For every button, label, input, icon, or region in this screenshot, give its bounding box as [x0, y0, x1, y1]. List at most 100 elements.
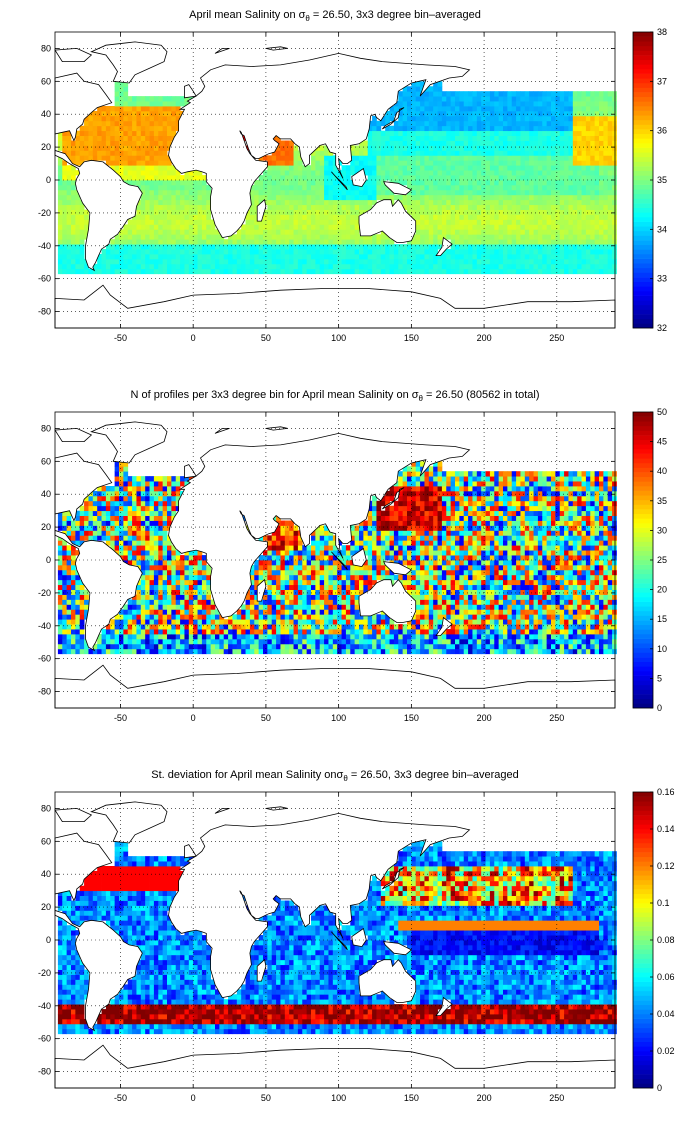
- heatmap-cell: [271, 180, 277, 186]
- heatmap-cell: [132, 481, 137, 487]
- heatmap-cell: [380, 140, 386, 146]
- heatmap-cell: [119, 500, 124, 507]
- heatmap-cell: [171, 569, 177, 576]
- heatmap-cell: [476, 204, 482, 210]
- heatmap-cell: [66, 634, 72, 640]
- heatmap-cell: [546, 160, 552, 166]
- heatmap-cell: [511, 224, 517, 230]
- colorbar-segment: [633, 272, 653, 278]
- heatmap-cell: [529, 150, 534, 156]
- heatmap-cell: [572, 214, 578, 220]
- heatmap-cell: [153, 555, 159, 561]
- heatmap-cell: [585, 150, 591, 156]
- heatmap-cell: [254, 184, 260, 191]
- heatmap-cell: [280, 619, 286, 625]
- heatmap-cell: [455, 120, 460, 127]
- heatmap-cell: [101, 490, 107, 497]
- heatmap-cell: [564, 115, 569, 122]
- heatmap-cell: [119, 550, 124, 556]
- heatmap-cell: [62, 540, 68, 546]
- heatmap-cell: [441, 106, 447, 112]
- heatmap-cell: [140, 268, 146, 275]
- heatmap-cell: [507, 170, 513, 176]
- heatmap-cell: [494, 268, 500, 275]
- heatmap-cell: [114, 125, 120, 132]
- heatmap-cell: [62, 219, 68, 225]
- heatmap-cell: [516, 204, 521, 210]
- heatmap-cell: [524, 175, 530, 181]
- heatmap-cell: [180, 619, 185, 625]
- heatmap-cell: [507, 160, 513, 166]
- heatmap-cell: [603, 239, 609, 245]
- heatmap-cell: [232, 634, 238, 640]
- heatmap-cell: [516, 165, 521, 171]
- heatmap-cell: [459, 180, 465, 186]
- heatmap-cell: [105, 106, 111, 112]
- heatmap-cell: [498, 140, 504, 146]
- heatmap-cell: [302, 194, 308, 201]
- heatmap-cell: [249, 564, 255, 571]
- heatmap-cell: [289, 268, 294, 275]
- heatmap-cell: [546, 155, 552, 161]
- heatmap-cell: [612, 140, 617, 146]
- heatmap-cell: [380, 234, 386, 240]
- heatmap-cell: [520, 170, 526, 176]
- heatmap-cell: [197, 219, 203, 225]
- heatmap-cell: [599, 189, 604, 196]
- heatmap-cell: [520, 115, 526, 122]
- heatmap-cell: [337, 204, 342, 210]
- heatmap-cell: [201, 619, 207, 625]
- heatmap-cell: [136, 175, 142, 181]
- heatmap-cell: [280, 589, 286, 595]
- heatmap-cell: [92, 648, 98, 655]
- heatmap-cell: [149, 634, 155, 640]
- heatmap-cell: [254, 584, 260, 590]
- heatmap-cell: [127, 604, 133, 610]
- heatmap-cell: [184, 229, 190, 235]
- heatmap-cell: [564, 254, 569, 260]
- heatmap-cell: [241, 268, 246, 275]
- heatmap-cell: [577, 263, 582, 270]
- heatmap-cell: [66, 520, 72, 526]
- heatmap-cell: [158, 614, 164, 620]
- heatmap-cell: [149, 579, 155, 586]
- colorbar-segment: [633, 189, 653, 195]
- heatmap-cell: [249, 569, 255, 576]
- colorbar-segment: [633, 309, 653, 315]
- heatmap-cell: [206, 204, 212, 210]
- heatmap-cell: [415, 155, 421, 161]
- heatmap-cell: [162, 214, 168, 220]
- heatmap-cell: [428, 165, 434, 171]
- heatmap-cell: [79, 634, 85, 640]
- heatmap-cell: [599, 130, 604, 136]
- heatmap-cell: [551, 106, 556, 112]
- heatmap-cell: [472, 229, 478, 235]
- heatmap-cell: [193, 564, 198, 571]
- heatmap-cell: [215, 229, 220, 235]
- heatmap-cell: [572, 96, 578, 102]
- heatmap-cell: [529, 175, 534, 181]
- heatmap-cell: [389, 106, 395, 112]
- heatmap-cell: [511, 199, 517, 206]
- heatmap-cell: [193, 268, 198, 275]
- heatmap-cell: [105, 525, 111, 531]
- heatmap-cell: [123, 110, 129, 117]
- heatmap-cell: [424, 239, 430, 245]
- heatmap-cell: [507, 204, 513, 210]
- heatmap-cell: [350, 234, 356, 240]
- heatmap-cell: [62, 263, 68, 270]
- heatmap-cell: [537, 224, 543, 230]
- heatmap-cell: [149, 180, 155, 186]
- colorbar-tick-label: 32: [657, 323, 667, 333]
- heatmap-cell: [145, 145, 150, 151]
- heatmap-cell: [350, 229, 356, 235]
- heatmap-cell: [123, 535, 129, 541]
- heatmap-cell: [167, 550, 172, 556]
- heatmap-cell: [459, 194, 465, 201]
- heatmap-cell: [241, 604, 246, 610]
- heatmap-cell: [463, 184, 469, 191]
- heatmap-cell: [167, 490, 172, 497]
- heatmap-cell: [84, 525, 89, 531]
- heatmap-cell: [607, 180, 613, 186]
- heatmap-cell: [57, 180, 63, 186]
